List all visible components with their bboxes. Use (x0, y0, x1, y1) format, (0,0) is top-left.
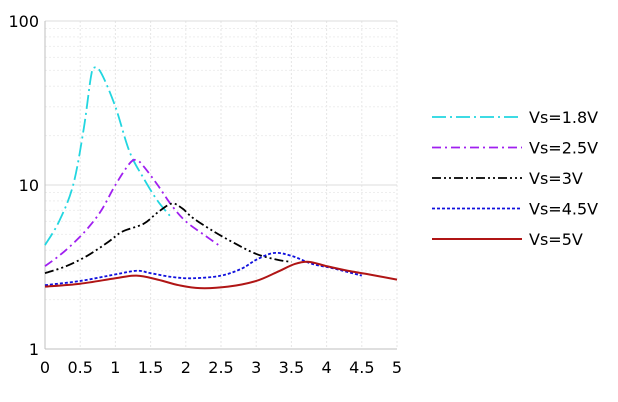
x-tick-label: 5 (392, 358, 402, 377)
series-line-1 (44, 66, 173, 246)
series-lines (44, 66, 398, 290)
axes (44, 21, 397, 350)
x-tick-label: 3.5 (279, 358, 304, 377)
y-tick-label: 1 (29, 340, 39, 359)
series-line-3 (44, 202, 292, 275)
x-tick-label: 4.5 (349, 358, 374, 377)
grid (44, 20, 398, 350)
legend-label: Vs=4.5V (529, 200, 598, 219)
y-tick-labels: 1 10 100 (8, 12, 39, 359)
series-line-2 (44, 158, 222, 267)
y-tick-label: 10 (19, 176, 39, 195)
x-tick-label: 0 (40, 358, 50, 377)
x-tick-label: 1.5 (138, 358, 163, 377)
y-tick-label: 100 (8, 12, 39, 31)
legend-label: Vs=3V (529, 169, 583, 188)
legend-label: Vs=5V (529, 230, 583, 249)
series-line-5 (44, 260, 398, 290)
x-tick-label: 2 (181, 358, 191, 377)
legend-label: Vs=1.8V (529, 108, 598, 127)
x-tick-label: 2.5 (208, 358, 233, 377)
x-tick-label: 0.5 (67, 358, 92, 377)
legend-label: Vs=2.5V (529, 139, 598, 158)
x-tick-labels: 0 0.5 1 1.5 2 2.5 3 3.5 4 4.5 5 (40, 358, 402, 377)
legend: Vs=1.8V Vs=2.5V Vs=3V Vs=4.5V Vs=5V (432, 108, 598, 249)
x-tick-label: 1 (110, 358, 120, 377)
series-line-4 (44, 251, 363, 287)
x-tick-label: 3 (251, 358, 261, 377)
x-tick-label: 4 (322, 358, 332, 377)
